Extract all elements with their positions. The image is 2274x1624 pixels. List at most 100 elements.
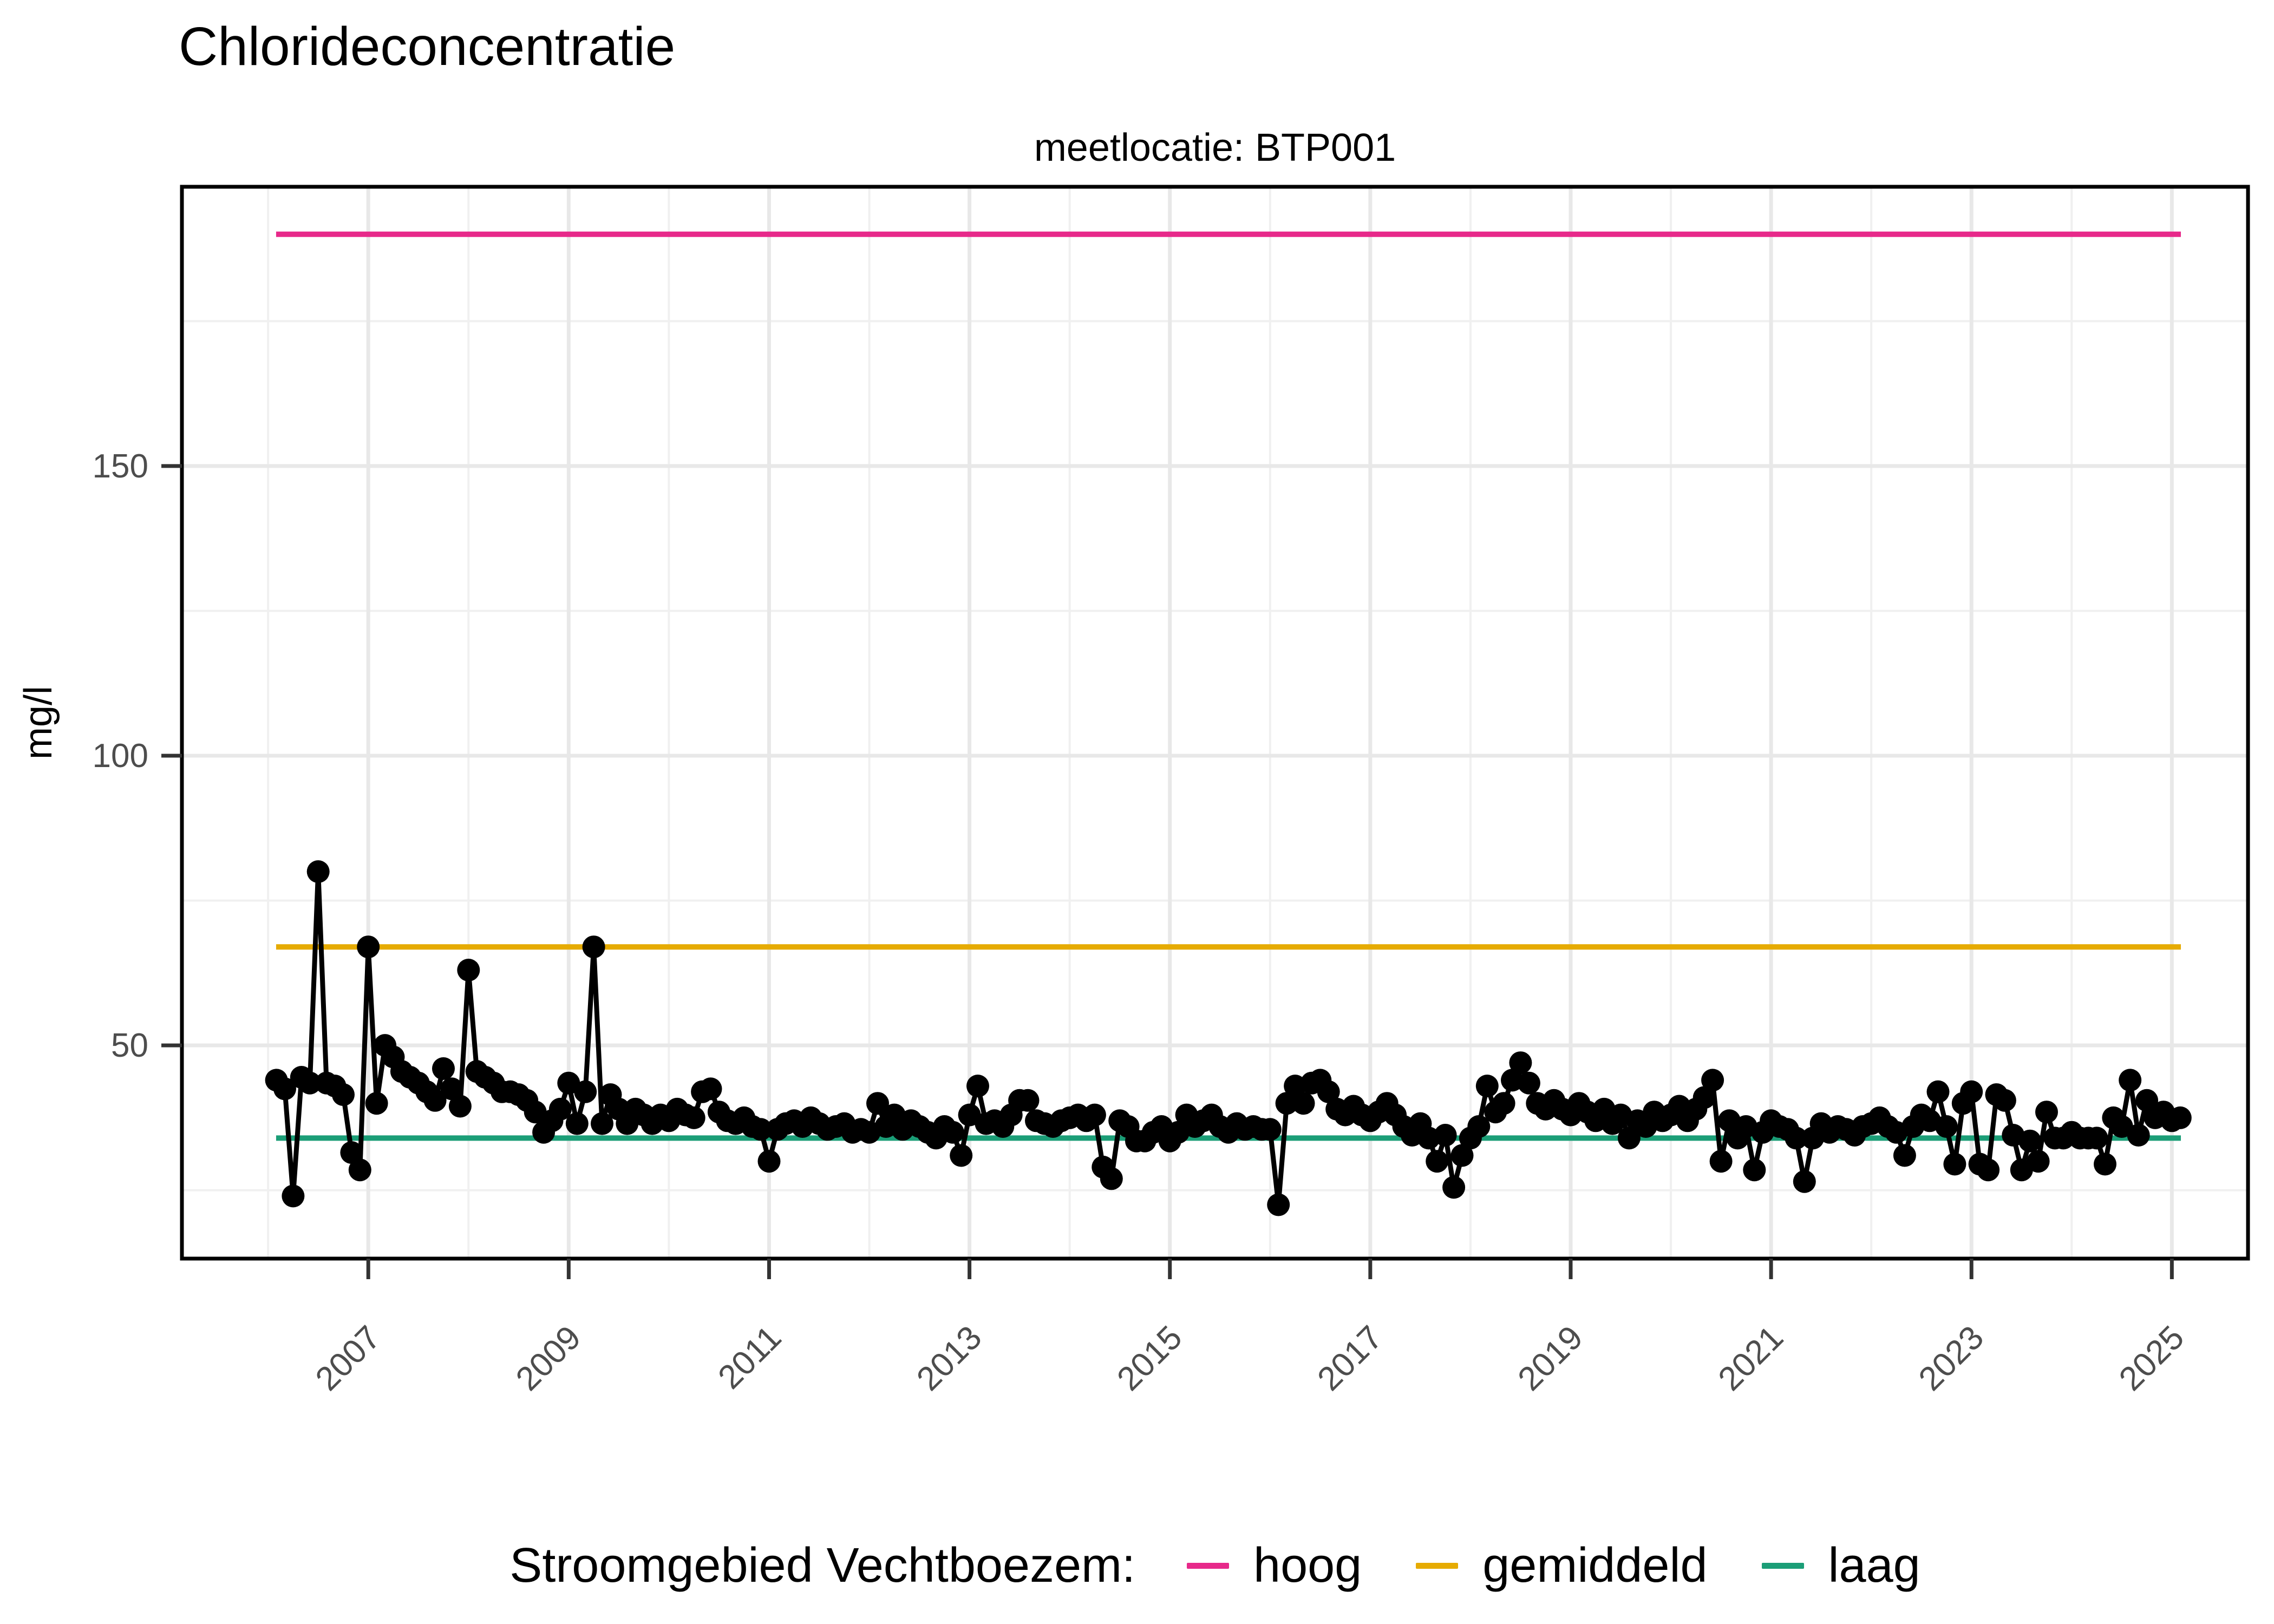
data-point <box>565 1112 589 1135</box>
legend-line-swatch-hoog <box>1187 1562 1230 1569</box>
data-point <box>2110 1115 2133 1138</box>
data-point <box>2135 1089 2159 1112</box>
data-point <box>1617 1127 1641 1150</box>
legend-item-hoog: hoog <box>1187 1538 1362 1594</box>
data-point <box>448 1095 472 1118</box>
data-point <box>966 1075 989 1098</box>
data-point <box>2127 1124 2150 1147</box>
data-point <box>1743 1158 1766 1182</box>
x-axis-tick-label: 2015 <box>1110 1319 1189 1398</box>
data-point <box>1426 1150 1449 1173</box>
data-point <box>1993 1089 2016 1112</box>
data-point <box>1492 1092 1515 1115</box>
data-point <box>1943 1152 1966 1176</box>
data-point <box>1926 1080 1950 1103</box>
data-point <box>298 1071 322 1095</box>
data-point <box>357 935 380 959</box>
x-axis-tick-label: 2021 <box>1711 1319 1791 1398</box>
data-point <box>1475 1075 1499 1098</box>
legend-line-swatch-gemiddeld <box>1416 1562 1459 1569</box>
data-point <box>1701 1069 1724 1092</box>
data-point <box>1709 1150 1733 1173</box>
data-point <box>1275 1092 1298 1115</box>
data-point <box>1292 1092 1315 1115</box>
legend-title: Stroomgebied Vechtboezem: <box>509 1538 1136 1593</box>
data-point <box>332 1083 355 1106</box>
data-point <box>1258 1118 1282 1141</box>
y-axis-title: mg/l <box>17 686 60 759</box>
data-point <box>699 1077 722 1101</box>
legend-line-swatch-laag <box>1761 1562 1804 1569</box>
data-point <box>1434 1124 1457 1147</box>
data-point <box>749 1118 772 1141</box>
data-point <box>950 1144 973 1167</box>
y-axis-tick-label: 50 <box>111 1027 148 1064</box>
data-point <box>2035 1101 2058 1124</box>
data-point <box>1793 1170 1816 1193</box>
panel-background <box>182 187 2248 1259</box>
legend-label-hoog: hoog <box>1253 1538 1362 1593</box>
data-point <box>273 1077 296 1101</box>
data-point <box>1960 1080 1983 1103</box>
data-point <box>2027 1150 2050 1173</box>
data-point <box>1442 1176 1466 1199</box>
data-point <box>1893 1144 1916 1167</box>
chart-subtitle: meetlocatie: BTP001 <box>1034 126 1396 169</box>
data-point <box>548 1097 572 1121</box>
data-point <box>591 1112 613 1135</box>
data-point <box>557 1071 580 1095</box>
data-point <box>1693 1086 1716 1109</box>
panel-border <box>180 185 2250 1261</box>
data-point <box>1467 1115 1491 1138</box>
data-point <box>757 1150 781 1173</box>
data-point <box>866 1092 889 1115</box>
data-point <box>306 860 330 883</box>
data-point <box>440 1077 463 1101</box>
data-point <box>2094 1152 2116 1176</box>
data-point <box>1083 1103 1106 1127</box>
x-axis-tick-label: 2007 <box>309 1319 388 1398</box>
data-point <box>524 1101 547 1124</box>
legend-label-gemiddeld: gemiddeld <box>1482 1538 1708 1593</box>
data-point <box>682 1106 705 1129</box>
data-point <box>574 1080 597 1103</box>
data-point <box>1501 1069 1524 1092</box>
data-point <box>2018 1129 2042 1152</box>
data-point <box>958 1103 981 1127</box>
data-point <box>365 1092 388 1115</box>
data-point <box>1509 1051 1532 1075</box>
data-point <box>1317 1080 1340 1103</box>
x-axis-tick-label: 2017 <box>1310 1319 1389 1398</box>
data-point <box>1267 1193 1290 1216</box>
data-point <box>2085 1127 2108 1150</box>
data-point <box>340 1141 363 1164</box>
data-point <box>1016 1089 1040 1112</box>
data-point <box>941 1121 964 1144</box>
y-axis-tick-label: 150 <box>93 448 148 485</box>
data-point <box>2168 1106 2192 1129</box>
data-point <box>1785 1127 1808 1150</box>
x-axis-tick-label: 2023 <box>1912 1319 1991 1398</box>
data-point <box>348 1158 371 1182</box>
chart-title: Chlorideconcentratie <box>179 16 676 77</box>
data-point <box>582 935 605 959</box>
data-point <box>2119 1069 2142 1092</box>
x-axis-tick-label: 2013 <box>910 1319 989 1398</box>
legend-item-gemiddeld: gemiddeld <box>1416 1538 1708 1594</box>
data-point <box>432 1057 455 1080</box>
x-axis-tick-label: 2019 <box>1511 1319 1590 1398</box>
data-point <box>1935 1115 1958 1138</box>
legend: Stroomgebied Vechtboezem: hoog gemiddeld… <box>182 1528 2248 1603</box>
x-axis-tick-label: 2009 <box>509 1319 588 1398</box>
data-point <box>282 1184 305 1208</box>
y-axis-tick-label: 100 <box>93 737 148 775</box>
data-point <box>423 1089 447 1112</box>
legend-label-laag: laag <box>1828 1538 1920 1593</box>
data-point <box>1100 1167 1123 1190</box>
legend-item-laag: laag <box>1761 1538 1920 1594</box>
data-point <box>457 959 480 981</box>
data-point <box>1450 1144 1474 1167</box>
data-point <box>1977 1158 2000 1182</box>
data-point <box>1517 1071 1540 1095</box>
